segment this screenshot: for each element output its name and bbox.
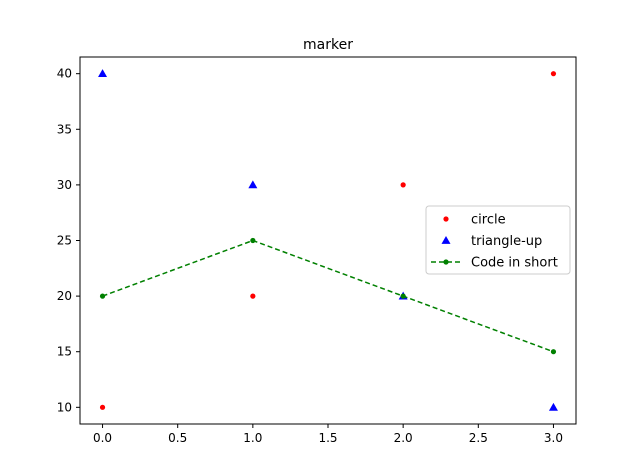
data-point: [98, 69, 108, 78]
chart-title: marker: [303, 37, 353, 53]
data-point: [250, 237, 256, 244]
x-axis: 0.0 0.5 1.0 1.5 2.0 2.5 3.0: [93, 424, 563, 445]
data-point: [550, 349, 557, 355]
y-tick-label: 40: [57, 67, 72, 81]
data-point: [250, 293, 256, 299]
legend-item: circle: [443, 213, 506, 228]
data-point: [550, 71, 557, 77]
legend-label: circle: [471, 213, 506, 228]
y-tick-label: 30: [57, 178, 72, 192]
x-tick-label: 0.5: [168, 431, 187, 445]
y-tick-label: 35: [57, 122, 72, 136]
series-line: [102, 239, 554, 353]
legend: circle triangle-up Code in short: [425, 205, 571, 275]
y-tick-label: 10: [57, 400, 72, 414]
x-tick-label: 1.0: [243, 431, 262, 445]
data-point: [548, 402, 558, 411]
y-tick-label: 25: [57, 234, 72, 248]
legend-marker: [443, 216, 449, 222]
legend-label: triangle-up: [471, 234, 542, 249]
y-tick-label: 20: [57, 289, 72, 303]
x-tick-label: 2.0: [394, 431, 413, 445]
series-layer: [98, 69, 558, 411]
legend-item: Code in short: [431, 256, 558, 271]
x-tick-label: 0.0: [93, 431, 112, 445]
x-tick-label: 2.5: [469, 431, 488, 445]
series-2: [99, 237, 557, 355]
legend-marker: [441, 236, 451, 244]
data-point: [99, 404, 106, 410]
x-tick-label: 1.5: [318, 431, 337, 445]
legend-label: Code in short: [471, 256, 558, 271]
legend-box: [425, 205, 571, 275]
legend-item: triangle-up: [441, 234, 542, 249]
data-point: [99, 293, 106, 299]
y-axis: 10 15 20 25 30 35 40: [57, 67, 80, 414]
x-tick-label: 3.0: [544, 431, 563, 445]
data-point: [400, 182, 406, 188]
data-point: [248, 180, 258, 189]
legend-marker: [443, 259, 449, 265]
series-0: [99, 71, 557, 410]
y-tick-label: 15: [57, 345, 72, 359]
data-point: [400, 293, 406, 299]
